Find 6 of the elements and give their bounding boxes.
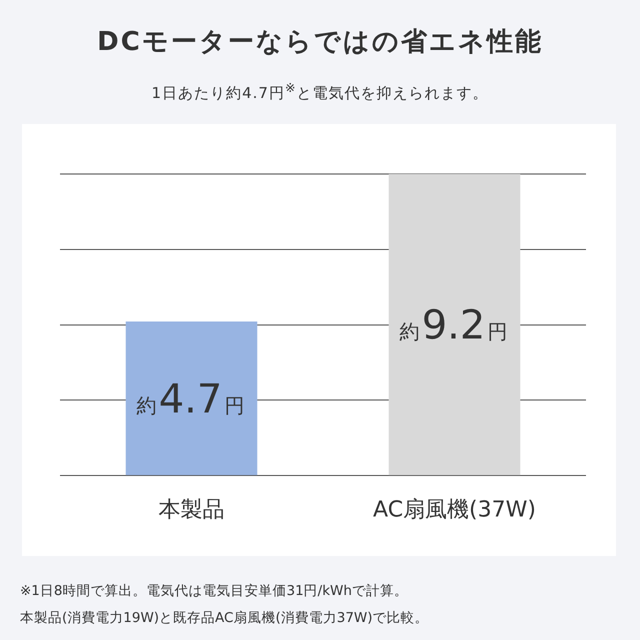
chart-title: DCモーターならではの省エネ性能 — [96, 26, 544, 59]
text: 本製品(消費電力19W)と既存品AC扇風機(消費電力37W)で比較。 — [20, 609, 429, 628]
x-tick-label: 本製品 — [158, 498, 224, 523]
x-tick-label: AC扇風機(37W) — [373, 498, 536, 523]
text: ※1日8時間で算出。電気代は電気目安単価31円/kWhで計算。 — [20, 582, 409, 601]
chart-subtitle: 1日あたり約4.7円$^{※}$と電気代を抑えられます。 — [150, 80, 490, 103]
